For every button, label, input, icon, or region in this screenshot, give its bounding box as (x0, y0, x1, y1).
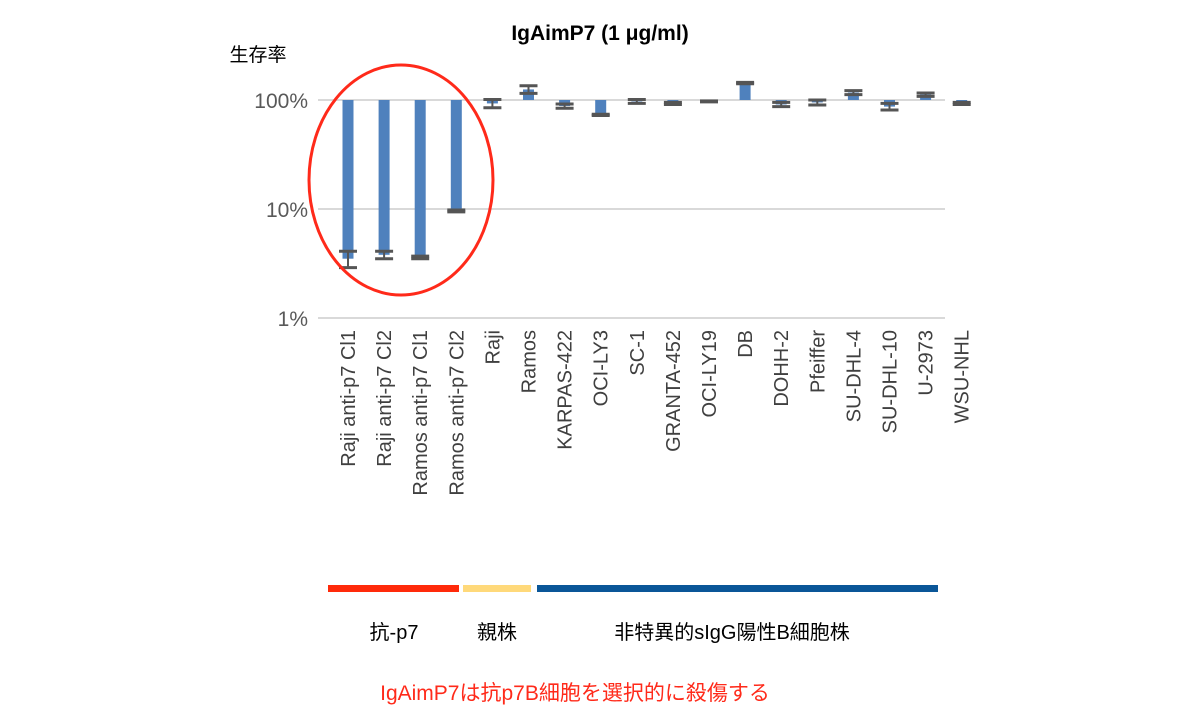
error-bar (591, 112, 610, 118)
bar (595, 100, 607, 115)
error-bar (447, 208, 466, 214)
category-label: Pfeiffer (807, 330, 829, 393)
error-bar (339, 249, 357, 270)
category-label: Ramos anti-p7 Cl2 (446, 330, 468, 496)
y-tick-label: 100% (254, 90, 308, 113)
group-label-parent: 親株 (477, 621, 517, 644)
chart-title: IgAimP7 (1 μg/ml) (511, 22, 688, 45)
group-bar-parent (463, 585, 531, 592)
error-bar (700, 99, 718, 104)
bar (847, 92, 859, 100)
error-bar (736, 80, 755, 86)
bar (450, 100, 462, 211)
group-bar-nonspecific (537, 585, 938, 592)
category-label: SU-DHL-4 (843, 330, 865, 422)
error-bar (880, 101, 899, 112)
error-bar (483, 98, 502, 110)
bar (739, 83, 751, 100)
error-bar (627, 98, 646, 105)
category-label: Raji (482, 330, 504, 364)
category-label: Raji anti-p7 Cl1 (338, 330, 360, 467)
error-bar (916, 91, 935, 98)
y-axis-label: 生存率 (229, 44, 286, 66)
error-bar (772, 100, 791, 109)
category-label: Raji anti-p7 Cl2 (374, 330, 396, 467)
caption: IgAimP7は抗p7B細胞を選択的に殺傷する (380, 682, 770, 705)
bar (342, 100, 354, 259)
category-label: SC-1 (627, 330, 649, 376)
error-bar (663, 100, 682, 106)
category-label: U-2973 (916, 330, 938, 396)
category-label: DB (735, 330, 757, 358)
group-label-nonspecific: 非特異的sIgG陽性B細胞株 (614, 621, 850, 644)
error-bar (952, 100, 971, 106)
bar (378, 100, 390, 255)
error-bar (555, 102, 574, 110)
bar (414, 100, 426, 258)
category-label: WSU-NHL (952, 330, 974, 423)
category-label: OCI-LY3 (591, 330, 613, 406)
category-label: Ramos (519, 330, 541, 393)
category-label: GRANTA-452 (663, 330, 685, 452)
group-bar-anti-p7 (328, 585, 459, 592)
category-label: SU-DHL-10 (880, 330, 902, 433)
category-label: OCI-LY19 (699, 330, 721, 417)
group-label-anti-p7: 抗-p7 (370, 621, 419, 644)
error-bar (375, 249, 394, 261)
y-tick-label: 1% (278, 308, 308, 331)
error-bar (411, 254, 430, 261)
category-label: Ramos anti-p7 Cl1 (410, 330, 432, 496)
category-label: KARPAS-422 (555, 330, 577, 450)
error-bar (519, 84, 538, 95)
error-bar (808, 98, 827, 107)
highlight-ellipse (307, 63, 495, 297)
category-label: DOHH-2 (771, 330, 793, 407)
y-tick-label: 10% (266, 199, 308, 222)
error-bar (844, 89, 863, 97)
